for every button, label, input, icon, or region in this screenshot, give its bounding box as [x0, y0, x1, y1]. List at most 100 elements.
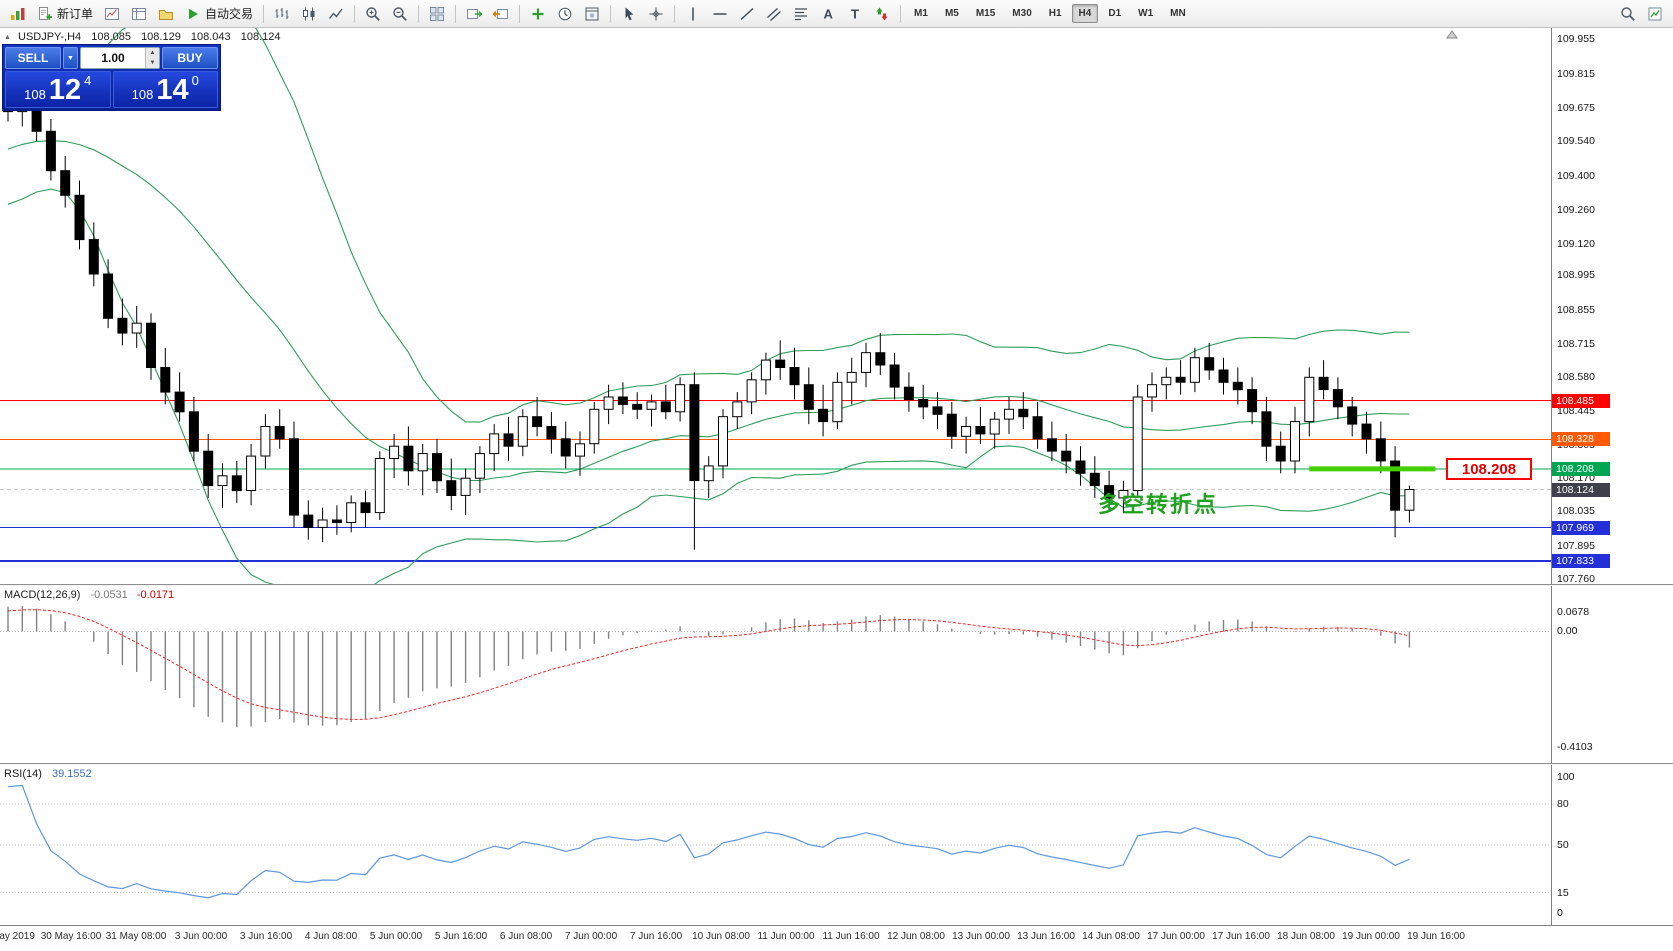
buy-price-display[interactable]: 108 14 0 — [112, 71, 218, 108]
price-chart[interactable] — [0, 28, 1551, 584]
price-axis-label: 109.955 — [1557, 33, 1595, 46]
chart-shift-button[interactable] — [488, 2, 514, 25]
data-window-button[interactable] — [126, 2, 152, 25]
toolbar-separator — [418, 4, 420, 23]
line-chart-button[interactable] — [323, 2, 349, 25]
horizontal-line-button[interactable] — [707, 2, 733, 25]
bull-candle — [260, 426, 271, 457]
bull-candle — [417, 453, 428, 472]
tile-windows-button[interactable] — [424, 2, 450, 25]
app-logo[interactable] — [5, 2, 31, 25]
bear-candle — [60, 170, 71, 196]
navigator-button[interactable] — [153, 2, 179, 25]
volume-increase-button[interactable]: ▲ — [146, 48, 159, 58]
macd-label: MACD(12,26,9) — [4, 589, 81, 601]
bull-candle — [474, 453, 485, 479]
bull-candle — [317, 519, 328, 528]
bear-candle — [1046, 438, 1057, 452]
rsi-label: RSI(14) — [4, 768, 42, 780]
auto-scroll-button[interactable] — [461, 2, 487, 25]
navigator-icon — [158, 6, 174, 22]
zoom-in-button[interactable] — [360, 2, 386, 25]
time-label: 4 Jun 08:00 — [304, 931, 358, 942]
buy-button[interactable]: BUY — [162, 47, 218, 69]
label-tool-icon: T — [847, 6, 863, 22]
trendline-button[interactable] — [734, 2, 760, 25]
text-button[interactable]: A — [815, 2, 841, 25]
timeframe-h1-button[interactable]: H1 — [1042, 4, 1069, 23]
channel-button[interactable] — [761, 2, 787, 25]
indicators-button[interactable] — [525, 2, 551, 25]
fibonacci-icon — [793, 6, 809, 22]
price-axis-label: 109.400 — [1557, 169, 1595, 182]
data-window-icon — [131, 6, 147, 22]
price-callout[interactable]: 108.208 — [1446, 458, 1532, 480]
arrows-button[interactable] — [869, 2, 895, 25]
bull-candle — [703, 465, 714, 482]
new-chart-button[interactable] — [1642, 2, 1668, 25]
templates-icon — [584, 6, 600, 22]
volume-input[interactable] — [81, 48, 145, 68]
crosshair-icon — [648, 6, 664, 22]
time-label: 13 Jun 16:00 — [1017, 931, 1075, 942]
crosshair-button[interactable] — [643, 2, 669, 25]
time-label: 6 Jun 08:00 — [499, 931, 553, 942]
timeframe-d1-button[interactable]: D1 — [1101, 4, 1128, 23]
volume-decrease-button[interactable]: ▼ — [146, 58, 159, 68]
periods-button[interactable] — [552, 2, 578, 25]
timeframe-m15-button[interactable]: M15 — [969, 4, 1002, 23]
macd-signal-value: -0.0171 — [136, 589, 175, 601]
timeframe-mn-button[interactable]: MN — [1163, 4, 1193, 23]
fibonacci-button[interactable] — [788, 2, 814, 25]
timeframe-h4-button[interactable]: H4 — [1071, 4, 1099, 23]
macd-pane-separator[interactable] — [0, 584, 1673, 586]
cursor-button[interactable] — [616, 2, 642, 25]
time-label: 7 Jun 16:00 — [629, 931, 683, 942]
vline-icon — [685, 6, 701, 22]
timeframe-w1-button[interactable]: W1 — [1131, 4, 1160, 23]
bar-chart-button[interactable] — [269, 2, 295, 25]
chevron-down-icon: ▼ — [67, 54, 74, 62]
timeframe-m1-button[interactable]: M1 — [907, 4, 935, 23]
time-label: 19 Jun 16:00 — [1407, 931, 1465, 942]
vertical-line-button[interactable] — [680, 2, 706, 25]
timeframe-m5-button[interactable]: M5 — [938, 4, 966, 23]
bear-candle — [1175, 376, 1186, 383]
bear-candle — [117, 317, 128, 334]
bollinger-bands — [7, 28, 1410, 584]
timeframe-m30-button[interactable]: M30 — [1005, 4, 1038, 23]
macd-indicator-chart[interactable] — [0, 586, 1551, 763]
chart-shift-marker[interactable] — [1446, 30, 1458, 39]
new-order-button[interactable]: 新订单 — [32, 2, 98, 25]
sell-price-display[interactable]: 108 12 4 — [5, 71, 111, 108]
new-chart-icon — [1647, 6, 1663, 22]
price-axis-label: 108.995 — [1557, 269, 1595, 282]
autotrade-button[interactable]: 自动交易 — [180, 2, 258, 25]
rsi-indicator-chart[interactable] — [0, 765, 1551, 925]
templates-button[interactable] — [579, 2, 605, 25]
price-axis-label: 109.675 — [1557, 101, 1595, 114]
bull-candle — [746, 379, 757, 403]
rsi-pane-separator[interactable] — [0, 763, 1673, 765]
time-label: 30 May 16:00 — [40, 931, 102, 942]
rsi-line — [7, 784, 1410, 899]
sell-button[interactable]: SELL — [5, 47, 61, 69]
toolbar-separator — [610, 4, 612, 23]
bear-candle — [88, 239, 99, 275]
bear-candle — [203, 450, 214, 487]
ohlc-open: 108.085 — [91, 31, 131, 43]
bear-candle — [918, 399, 929, 408]
bear-candle — [1089, 472, 1100, 487]
bear-candle — [546, 426, 557, 440]
price-axis[interactable]: 109.955 109.815 109.675 109.540 109.400 109.2… — [1551, 28, 1673, 925]
zoom-out-button[interactable] — [387, 2, 413, 25]
market-watch-button[interactable] — [99, 2, 125, 25]
price-level-tag: 108.208 — [1552, 461, 1610, 476]
candlestick-chart-button[interactable] — [296, 2, 322, 25]
label-button[interactable]: T — [842, 2, 868, 25]
order-options-dropdown[interactable]: ▼ — [63, 47, 78, 69]
bear-candle — [1075, 460, 1086, 474]
search-button[interactable] — [1615, 2, 1641, 25]
collapse-icon[interactable]: ▲ — [4, 34, 11, 41]
